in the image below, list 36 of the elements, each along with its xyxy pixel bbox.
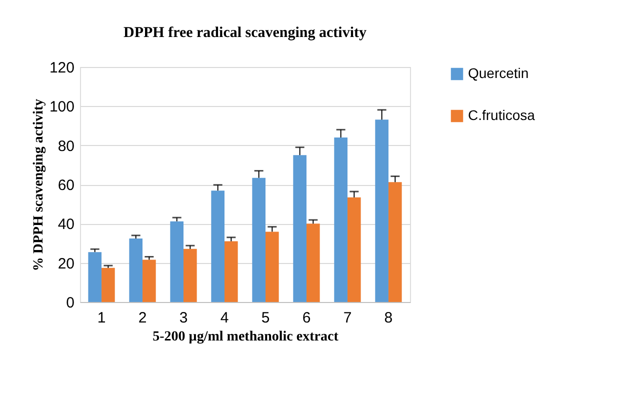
y-tick-label: 80 (58, 138, 74, 155)
x-tick-label: 7 (343, 310, 352, 326)
y-tick-label: 0 (66, 294, 74, 312)
bar (224, 241, 238, 302)
y-tick-label: 40 (58, 216, 74, 234)
bar (375, 120, 388, 302)
bar (388, 182, 402, 302)
chart-title: DPPH free radical scavenging activity (123, 25, 367, 41)
x-tick-label: 3 (179, 310, 188, 326)
bar (334, 138, 348, 302)
bar (293, 155, 306, 302)
x-tick-label: 6 (302, 310, 311, 326)
bar (129, 238, 143, 302)
y-axis-title: % DPPH scavenging activity (31, 98, 46, 272)
bar (184, 248, 197, 302)
y-tick-label: 60 (58, 177, 74, 194)
x-tick-label: 2 (138, 310, 147, 326)
y-tick-label: 100 (49, 98, 74, 116)
bar (347, 197, 361, 302)
x-tick-label: 1 (97, 310, 106, 326)
bar (170, 221, 184, 302)
y-tick-label: 120 (49, 60, 74, 76)
x-tick-label: 8 (384, 310, 393, 326)
bar (306, 224, 320, 302)
bar (252, 178, 266, 302)
y-tick-label: 20 (58, 255, 74, 272)
x-tick-label: 5 (261, 310, 270, 326)
x-tick-label: 4 (220, 310, 229, 326)
bar (265, 232, 279, 302)
bar (211, 190, 225, 302)
bar (88, 252, 102, 302)
bar (142, 260, 156, 302)
legend-label: C.fruticosa (468, 107, 536, 123)
bar (102, 268, 115, 302)
x-axis-title: 5-200 µg/ml methanolic extract (152, 330, 339, 344)
legend-label: Quercetin (468, 65, 529, 81)
